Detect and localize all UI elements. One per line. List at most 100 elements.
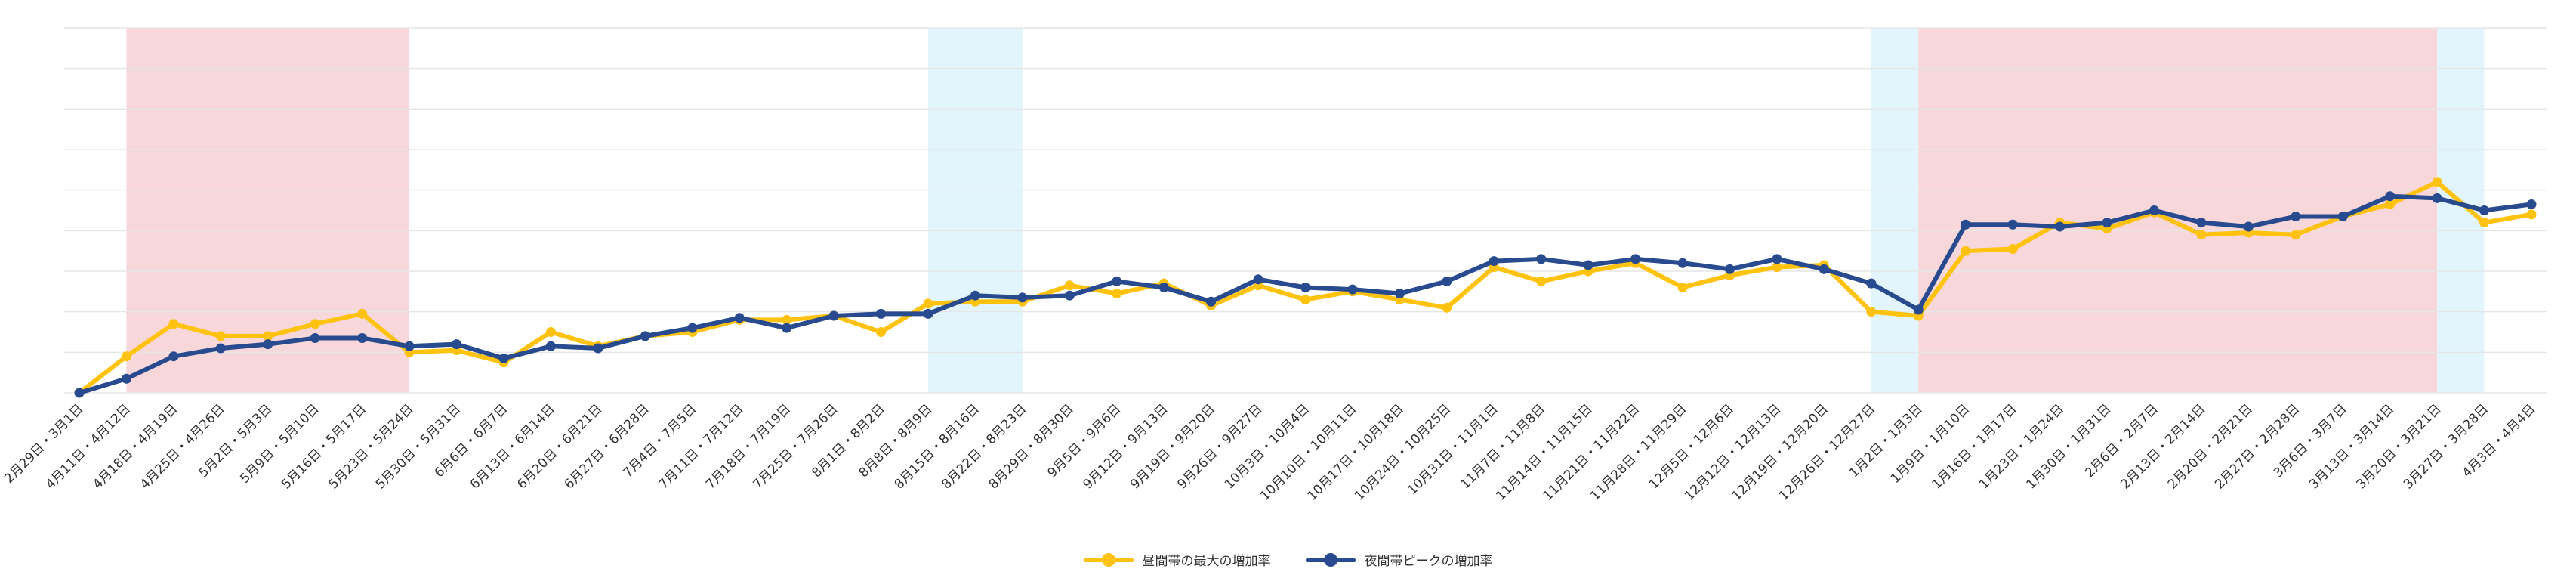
data-point <box>2291 230 2301 240</box>
data-point <box>1677 282 1688 292</box>
data-point <box>1630 254 1641 264</box>
data-point <box>2526 199 2537 209</box>
data-point <box>828 310 839 321</box>
data-point <box>970 290 980 301</box>
data-point <box>2291 212 2301 222</box>
x-tick-label: 8月15日・8月16日 <box>892 401 983 492</box>
data-point <box>1866 307 1877 317</box>
x-tick-label: 2月20日・2月21日 <box>2165 401 2256 492</box>
data-point <box>1961 246 1971 256</box>
data-point <box>2432 193 2442 203</box>
x-tick-labels: 2月29日・3月1日4月11日・4月12日4月18日・4月19日4月25日・4月… <box>2 401 2538 503</box>
data-point <box>357 308 368 319</box>
data-point <box>1206 296 1217 307</box>
series-lines <box>74 177 2537 398</box>
data-point <box>923 308 933 319</box>
data-point <box>1677 258 1688 268</box>
data-point <box>215 343 226 354</box>
data-point <box>1394 289 1405 299</box>
data-point <box>2432 177 2442 187</box>
data-point <box>2196 230 2207 240</box>
data-point <box>357 333 368 344</box>
legend-label-night: 夜間帯ピークの増加率 <box>1364 554 1493 569</box>
data-point <box>1961 219 1971 230</box>
data-point <box>2385 199 2396 209</box>
data-point <box>168 319 179 329</box>
data-point <box>310 319 320 329</box>
data-point <box>2526 209 2537 220</box>
legend-marker-night <box>1305 552 1356 567</box>
data-point <box>310 333 320 344</box>
x-tick-label: 2月13日・2月14日 <box>2118 401 2208 492</box>
data-point <box>1300 282 1310 292</box>
data-point <box>74 388 85 398</box>
highlight-band-3 <box>1918 28 2438 393</box>
x-tick-label: 11月7日・11月8日 <box>1458 401 1548 492</box>
x-tick-label: 1月9日・1月10日 <box>1888 401 1973 486</box>
x-tick-label: 5月30日・5月31日 <box>373 401 464 492</box>
data-point <box>2385 191 2396 202</box>
x-tick-label: 4月25日・4月26日 <box>137 401 228 492</box>
x-tick-label: 6月27日・6月28日 <box>562 401 652 492</box>
x-tick-label: 8月29日・8月30日 <box>986 401 1077 492</box>
legend-label-day: 昼間帯の最大の増加率 <box>1142 554 1271 569</box>
data-point <box>2479 205 2490 215</box>
data-point <box>545 341 556 351</box>
data-point <box>1158 282 1169 292</box>
data-point <box>2337 212 2348 222</box>
legend: 昼間帯の最大の増加率 夜間帯ピークの増加率 <box>0 550 2576 569</box>
data-point <box>168 351 179 362</box>
x-tick-label: 2月27日・2月28日 <box>2212 401 2303 492</box>
x-tick-label: 3月27日・3月28日 <box>2401 401 2491 492</box>
data-point <box>1772 254 1782 264</box>
data-point <box>1819 264 1829 274</box>
x-tick-label: 5月23日・5月24日 <box>325 401 416 492</box>
x-tick-label: 4月11日・4月12日 <box>43 401 134 492</box>
x-tick-label: 2月29日・3月1日 <box>2 401 86 486</box>
x-tick-label: 7月25日・7月26日 <box>750 401 841 492</box>
x-tick-label: 9月12日・9月13日 <box>1081 401 1171 492</box>
data-point <box>1064 290 1075 301</box>
x-tick-label: 10月31日・11月1日 <box>1405 401 1501 498</box>
data-point <box>2007 243 2018 254</box>
data-point <box>1442 302 1452 313</box>
data-point <box>876 327 887 337</box>
x-tick-label: 8月22日・8月23日 <box>939 401 1029 492</box>
data-point <box>545 327 556 337</box>
data-point <box>593 343 603 354</box>
x-tick-label: 1月23日・1月24日 <box>1976 401 2067 492</box>
data-point <box>1064 280 1075 291</box>
data-point <box>640 331 650 341</box>
x-tick-label: 1月30日・1月31日 <box>2023 401 2114 492</box>
legend-item-night[interactable]: 夜間帯ピークの増加率 <box>1305 550 1493 569</box>
data-point <box>782 323 792 333</box>
legend-marker-day <box>1083 552 1134 567</box>
data-point <box>2196 218 2207 228</box>
x-tick-label: 12月5日・12月6日 <box>1646 401 1737 492</box>
data-point <box>1913 304 1924 315</box>
data-point <box>215 331 226 341</box>
x-tick-label: 6月13日・6月14日 <box>467 401 558 492</box>
data-point <box>2479 218 2490 228</box>
x-tick-label: 7月11日・7月12日 <box>656 401 747 492</box>
x-tick-label: 9月19日・9月20日 <box>1128 401 1218 492</box>
data-point <box>1772 262 1782 273</box>
data-point <box>782 314 792 325</box>
highlight-band-1 <box>927 28 1023 393</box>
data-point <box>2102 218 2112 228</box>
x-tick-label: 5月9日・5月10日 <box>237 401 322 486</box>
highlight-band-2 <box>1871 28 1919 393</box>
data-point <box>1017 292 1028 303</box>
data-point <box>1442 276 1452 286</box>
legend-item-day[interactable]: 昼間帯の最大の増加率 <box>1083 550 1271 569</box>
x-tick-label: 3月20日・3月21日 <box>2354 401 2445 492</box>
data-point <box>1536 276 1547 286</box>
data-point <box>263 339 273 350</box>
data-point <box>498 353 509 363</box>
x-tick-label: 1月16日・1月17日 <box>1930 401 2020 492</box>
highlight-bands <box>126 28 2485 393</box>
x-tick-label: 7月18日・7月19日 <box>703 401 794 492</box>
data-point <box>1253 274 1263 285</box>
x-tick-label: 10月3日・10月4日 <box>1222 401 1313 492</box>
data-point <box>1347 284 1358 295</box>
